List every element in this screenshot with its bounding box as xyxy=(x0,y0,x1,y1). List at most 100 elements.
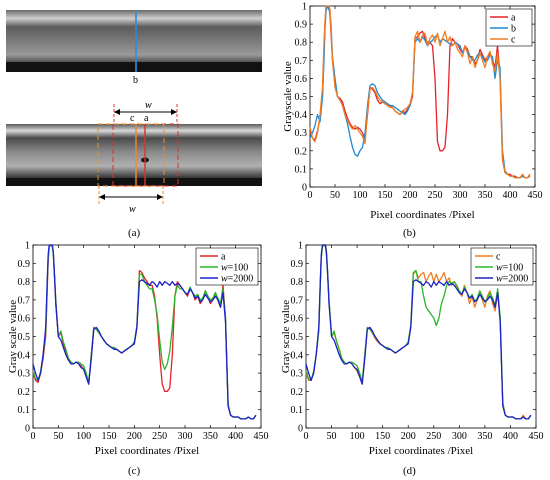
y-tick-label: 0.8 xyxy=(291,277,304,288)
y-tick-label: 0.1 xyxy=(18,405,31,416)
x-tick-label: 400 xyxy=(503,190,518,201)
x-tick-label: 450 xyxy=(254,431,269,442)
y-tick-label: 0.9 xyxy=(291,259,304,270)
y-tick-label: 0.9 xyxy=(18,259,31,270)
chart-c: 0 50 100 150 200 250 300 350 400 450 0 0.1 0.2 0.3 0.4… xyxy=(7,241,269,458)
x-tick-label: 200 xyxy=(401,431,416,442)
x-tick-label: 350 xyxy=(477,431,492,442)
label-a: a xyxy=(144,113,149,124)
caption-d: (d) xyxy=(403,465,416,477)
legend-label: w=100 xyxy=(496,263,523,274)
y-tick-label: 0.4 xyxy=(295,110,308,121)
legend-label: w=2000 xyxy=(496,274,528,285)
width-label-top: w xyxy=(145,100,152,111)
arrowhead-right-bottom xyxy=(157,194,163,200)
x-tick-label: 450 xyxy=(529,431,544,442)
legend-label: c xyxy=(496,252,501,263)
arrowhead-left-top xyxy=(114,109,120,115)
x-tick-label: 300 xyxy=(453,190,468,201)
caption-b: (b) xyxy=(403,227,416,239)
chart-d: 0 50 100 150 200 250 300 350 400 450 0 0.1 0.2 0.3 0.4… xyxy=(280,241,544,458)
x-tick-label: 350 xyxy=(203,431,218,442)
x-axis-label: Pixel coordinates /Pixel xyxy=(369,445,473,457)
arrowhead-left-bottom xyxy=(99,194,105,200)
y-tick-label: 0.7 xyxy=(295,56,308,67)
x-tick-label: 200 xyxy=(127,431,142,442)
panel-a-photos: b c a w w xyxy=(6,10,262,215)
x-tick-label: 200 xyxy=(403,190,418,201)
arrowhead-right-top xyxy=(171,109,177,115)
y-tick-label: 0.9 xyxy=(295,20,308,31)
series-line-w100 xyxy=(305,244,532,420)
photo-strip-bottom-shadow xyxy=(6,178,262,186)
caption-c: (c) xyxy=(128,465,141,477)
x-tick-label: 0 xyxy=(308,190,313,201)
x-tick-label: 0 xyxy=(304,431,309,442)
y-tick-label: 0 xyxy=(302,183,307,194)
legend-label: c xyxy=(511,35,516,46)
y-axis-label: Gray scale value xyxy=(7,300,19,373)
y-tick-label: 0.2 xyxy=(18,387,31,398)
chart-b: 0 50 100 150 200 250 300 350 400 450 0 0.1 0.2 0.3 0.4… xyxy=(282,2,543,222)
y-tick-label: 0.6 xyxy=(291,314,304,325)
x-tick-label: 50 xyxy=(330,190,340,201)
y-tick-label: 0.1 xyxy=(291,405,304,416)
y-tick-label: 0.3 xyxy=(295,128,308,139)
marker-label-b: b xyxy=(133,75,138,86)
series-line-w2000 xyxy=(305,244,532,420)
y-tick-label: 0.7 xyxy=(291,295,304,306)
x-tick-label: 350 xyxy=(478,190,493,201)
y-tick-label: 0.2 xyxy=(291,387,304,398)
photo-strip-bottom xyxy=(6,124,262,180)
y-tick-label: 0.6 xyxy=(295,74,308,85)
x-tick-label: 150 xyxy=(102,431,117,442)
y-axis-label: Grayscale value xyxy=(282,61,294,132)
y-tick-label: 0.5 xyxy=(291,332,304,343)
y-tick-label: 1 xyxy=(298,241,303,252)
x-tick-label: 100 xyxy=(350,431,365,442)
x-tick-label: 0 xyxy=(31,431,36,442)
legend-label: a xyxy=(221,252,226,263)
x-tick-label: 50 xyxy=(53,431,63,442)
y-tick-label: 0.7 xyxy=(18,295,31,306)
x-tick-label: 100 xyxy=(353,190,368,201)
x-tick-label: 300 xyxy=(178,431,193,442)
caption-a: (a) xyxy=(128,227,141,239)
y-axis-label: Gray scale value xyxy=(280,300,292,373)
y-tick-label: 0.2 xyxy=(295,146,308,157)
legend-label: w=2000 xyxy=(221,274,253,285)
width-label-bottom: w xyxy=(129,204,136,215)
y-tick-label: 0.4 xyxy=(18,350,31,361)
x-tick-label: 250 xyxy=(426,431,441,442)
y-tick-label: 0.5 xyxy=(18,332,31,343)
y-tick-label: 0.8 xyxy=(295,38,308,49)
x-tick-label: 400 xyxy=(228,431,243,442)
y-tick-label: 1 xyxy=(25,241,30,252)
series-line-w100 xyxy=(32,244,257,420)
x-tick-label: 450 xyxy=(528,190,543,201)
y-tick-label: 1 xyxy=(302,2,307,13)
x-tick-label: 250 xyxy=(428,190,443,201)
y-tick-label: 0.5 xyxy=(295,92,308,103)
x-tick-label: 150 xyxy=(375,431,390,442)
legend-label: b xyxy=(511,24,516,35)
y-tick-label: 0 xyxy=(298,424,303,435)
photo-strip-top xyxy=(6,10,262,66)
x-tick-label: 300 xyxy=(452,431,467,442)
x-tick-label: 50 xyxy=(327,431,337,442)
y-tick-label: 0.8 xyxy=(18,277,31,288)
label-c: c xyxy=(130,113,135,124)
x-tick-label: 150 xyxy=(378,190,393,201)
y-tick-label: 0.3 xyxy=(18,369,31,380)
x-axis-label: Pixel coordinates /Pixel xyxy=(95,445,199,457)
legend-label: w=100 xyxy=(221,263,248,274)
window-c xyxy=(97,123,165,187)
y-tick-label: 0.3 xyxy=(291,369,304,380)
x-tick-label: 250 xyxy=(152,431,167,442)
legend-label: a xyxy=(511,13,516,24)
y-tick-label: 0 xyxy=(25,424,30,435)
y-tick-label: 0.1 xyxy=(295,164,308,175)
y-tick-label: 0.6 xyxy=(18,314,31,325)
x-tick-label: 400 xyxy=(503,431,518,442)
